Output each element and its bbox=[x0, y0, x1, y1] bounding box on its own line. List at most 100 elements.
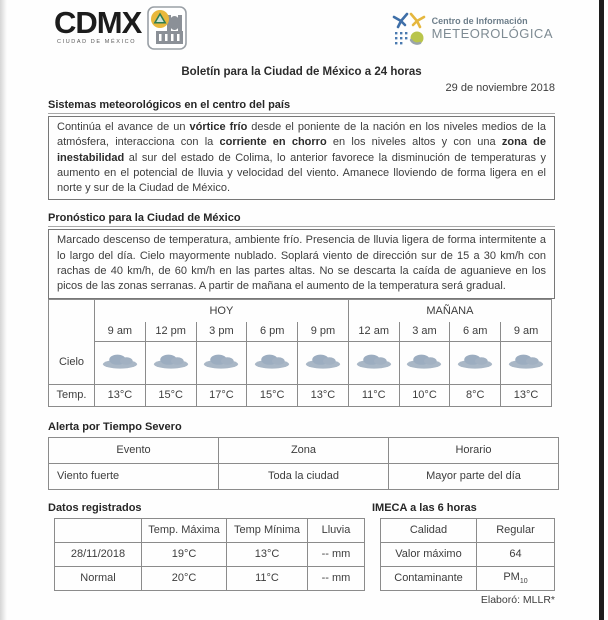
met-logo-line2: METEOROLÓGICA bbox=[431, 25, 553, 41]
section-heading-sistemas: Sistemas meteorológicos en el centro del… bbox=[48, 99, 555, 114]
datos-col-blank bbox=[54, 517, 142, 543]
datos-row-normal: Normal 20°C 11°C -- mm bbox=[54, 565, 365, 591]
forecast-time-cell: 6 am bbox=[449, 321, 502, 342]
imeca-row-contaminante: Contaminante PM10 bbox=[380, 565, 555, 591]
cloudy-icon bbox=[508, 354, 544, 369]
datos-cell: 19°C bbox=[141, 541, 227, 567]
forecast-time-cell: 12 am bbox=[347, 321, 400, 342]
forecast-time-cell: 6 pm bbox=[246, 321, 299, 342]
header: CDMX CIUDAD DE MÉXICO bbox=[48, 5, 555, 56]
section-heading-datos: Datos registrados bbox=[48, 501, 142, 514]
temp-cell: 11°C bbox=[347, 383, 400, 407]
elaboro-credit: Elaboró: MLLR* bbox=[480, 593, 555, 606]
pronostico-paragraph: Marcado descenso de temperatura, ambient… bbox=[57, 234, 546, 293]
sky-cell bbox=[398, 340, 451, 385]
section-heading-alerta: Alerta por Tiempo Severo bbox=[48, 420, 182, 433]
forecast-time-cell: 9 am bbox=[500, 321, 552, 342]
temp-cell: 8°C bbox=[449, 383, 502, 407]
imeca-section: IMECA a las 6 horas Calidad Regular Valo… bbox=[372, 502, 555, 606]
datos-cell: -- mm bbox=[307, 541, 365, 567]
imeca-value: Regular bbox=[476, 517, 555, 543]
datos-cell: 28/11/2018 bbox=[54, 541, 142, 567]
pm10-subscript: 10 bbox=[519, 578, 528, 586]
cdmx-logo-text-cd: CD bbox=[54, 5, 98, 40]
forecast-group-today: HOY bbox=[94, 298, 349, 322]
datos-registrados-section: Datos registrados Temp. Máxima Temp Míni… bbox=[48, 502, 365, 606]
scan-edge-left bbox=[0, 0, 7, 620]
datos-cell: Normal bbox=[54, 565, 142, 591]
datos-table: Temp. Máxima Temp Mínima Lluvia 28/11/20… bbox=[54, 517, 365, 591]
forecast-time-cell: 3 am bbox=[398, 321, 451, 342]
imeca-row-calidad: Calidad Regular bbox=[380, 517, 555, 543]
temp-cell: 17°C bbox=[195, 383, 248, 407]
proteccion-civil-icon bbox=[147, 6, 188, 50]
sistemas-paragraph: Continúa el avance de un vórtice frío de… bbox=[57, 121, 546, 195]
alerta-zona-value: Toda la ciudad bbox=[218, 462, 389, 490]
alerta-data-row: Viento fuerte Toda la ciudad Mayor parte… bbox=[48, 462, 559, 490]
temp-cell: 15°C bbox=[144, 383, 197, 407]
datos-cell: 20°C bbox=[141, 565, 227, 591]
forecast-sky-label: Cielo bbox=[48, 340, 95, 385]
datos-col-tmin: Temp Mínima bbox=[226, 517, 308, 543]
forecast-time-cell: 3 pm bbox=[195, 321, 248, 342]
alerta-col-zona: Zona bbox=[218, 436, 389, 464]
cloudy-icon bbox=[102, 354, 137, 369]
section-heading-pronostico: Pronóstico para la Ciudad de México bbox=[48, 212, 555, 228]
cloudy-icon bbox=[305, 354, 341, 369]
sky-cell bbox=[449, 340, 502, 385]
cloudy-icon bbox=[153, 354, 188, 369]
met-logo-line1: Centro de Información bbox=[431, 15, 528, 26]
sky-cell bbox=[500, 340, 552, 385]
forecast-table: HOY MAÑANA 9 am 12 pm 3 pm 6 pm 9 pm 12 … bbox=[48, 298, 553, 407]
imeca-value: 64 bbox=[476, 541, 555, 567]
imeca-label: Contaminante bbox=[380, 565, 477, 591]
forecast-corner-cell bbox=[48, 298, 95, 342]
forecast-temp-row: Temp. 13°C 15°C 17°C 15°C 13°C 11°C 10°C… bbox=[48, 383, 552, 407]
sky-cell bbox=[297, 340, 349, 385]
temp-cell: 13°C bbox=[94, 383, 146, 407]
forecast-times-row: 9 am 12 pm 3 pm 6 pm 9 pm 12 am 3 am 6 a… bbox=[49, 321, 552, 342]
cloudy-icon bbox=[204, 354, 239, 369]
sky-cell bbox=[195, 340, 248, 385]
temp-cell: 10°C bbox=[398, 383, 451, 407]
sky-cell bbox=[347, 340, 400, 385]
sky-cell bbox=[246, 340, 299, 385]
imeca-row-valor: Valor máximo 64 bbox=[380, 541, 555, 567]
datos-cell: 11°C bbox=[226, 565, 308, 591]
sistemas-paragraph-box: Continúa el avance de un vórtice frío de… bbox=[48, 116, 555, 201]
alerta-col-evento: Evento bbox=[48, 436, 219, 464]
cdmx-logo: CDMX CIUDAD DE MÉXICO bbox=[54, 5, 188, 50]
sky-cell bbox=[94, 340, 146, 385]
cdmx-logo-text-mx: MX bbox=[96, 5, 142, 40]
imeca-label: Calidad bbox=[380, 517, 477, 543]
alerta-header-row: Evento Zona Horario bbox=[48, 436, 559, 464]
alerta-col-horario: Horario bbox=[388, 436, 559, 464]
datos-col-tmax: Temp. Máxima bbox=[141, 517, 227, 543]
page-title: Boletín para la Ciudad de México a 24 ho… bbox=[181, 66, 422, 78]
forecast-temp-label: Temp. bbox=[48, 383, 95, 407]
alerta-table: Evento Zona Horario Viento fuerte Toda l… bbox=[48, 436, 559, 490]
met-logo: Centro de Información METEOROLÓGICA bbox=[392, 12, 553, 46]
datos-header-row: Temp. Máxima Temp Mínima Lluvia bbox=[54, 517, 365, 543]
sky-cell bbox=[144, 340, 197, 385]
cloudy-icon bbox=[458, 354, 493, 369]
temp-cell: 13°C bbox=[297, 383, 349, 407]
pronostico-paragraph-box: Marcado descenso de temperatura, ambient… bbox=[48, 229, 555, 299]
cdmx-logo-subtext: CIUDAD DE MÉXICO bbox=[57, 39, 137, 45]
forecast-time-cell: 9 am bbox=[94, 321, 146, 342]
datos-col-lluvia: Lluvia bbox=[307, 517, 365, 543]
datos-row-date: 28/11/2018 19°C 13°C -- mm bbox=[54, 541, 365, 567]
forecast-time-cell: 12 pm bbox=[144, 321, 197, 342]
cdmx-wordmark: CDMX CIUDAD DE MÉXICO bbox=[54, 5, 142, 45]
cloudy-icon bbox=[356, 354, 391, 369]
section-heading-imeca: IMECA a las 6 horas bbox=[372, 501, 477, 514]
temp-cell: 15°C bbox=[246, 383, 299, 407]
alerta-evento-value: Viento fuerte bbox=[48, 462, 219, 490]
temp-cell: 13°C bbox=[500, 383, 552, 407]
forecast-time-cell: 9 pm bbox=[297, 321, 349, 342]
window-edge-right bbox=[599, 0, 604, 620]
weather-quadrant-icon bbox=[392, 12, 425, 45]
imeca-value: PM10 bbox=[476, 565, 555, 591]
alerta-horario-value: Mayor parte del día bbox=[388, 462, 559, 490]
